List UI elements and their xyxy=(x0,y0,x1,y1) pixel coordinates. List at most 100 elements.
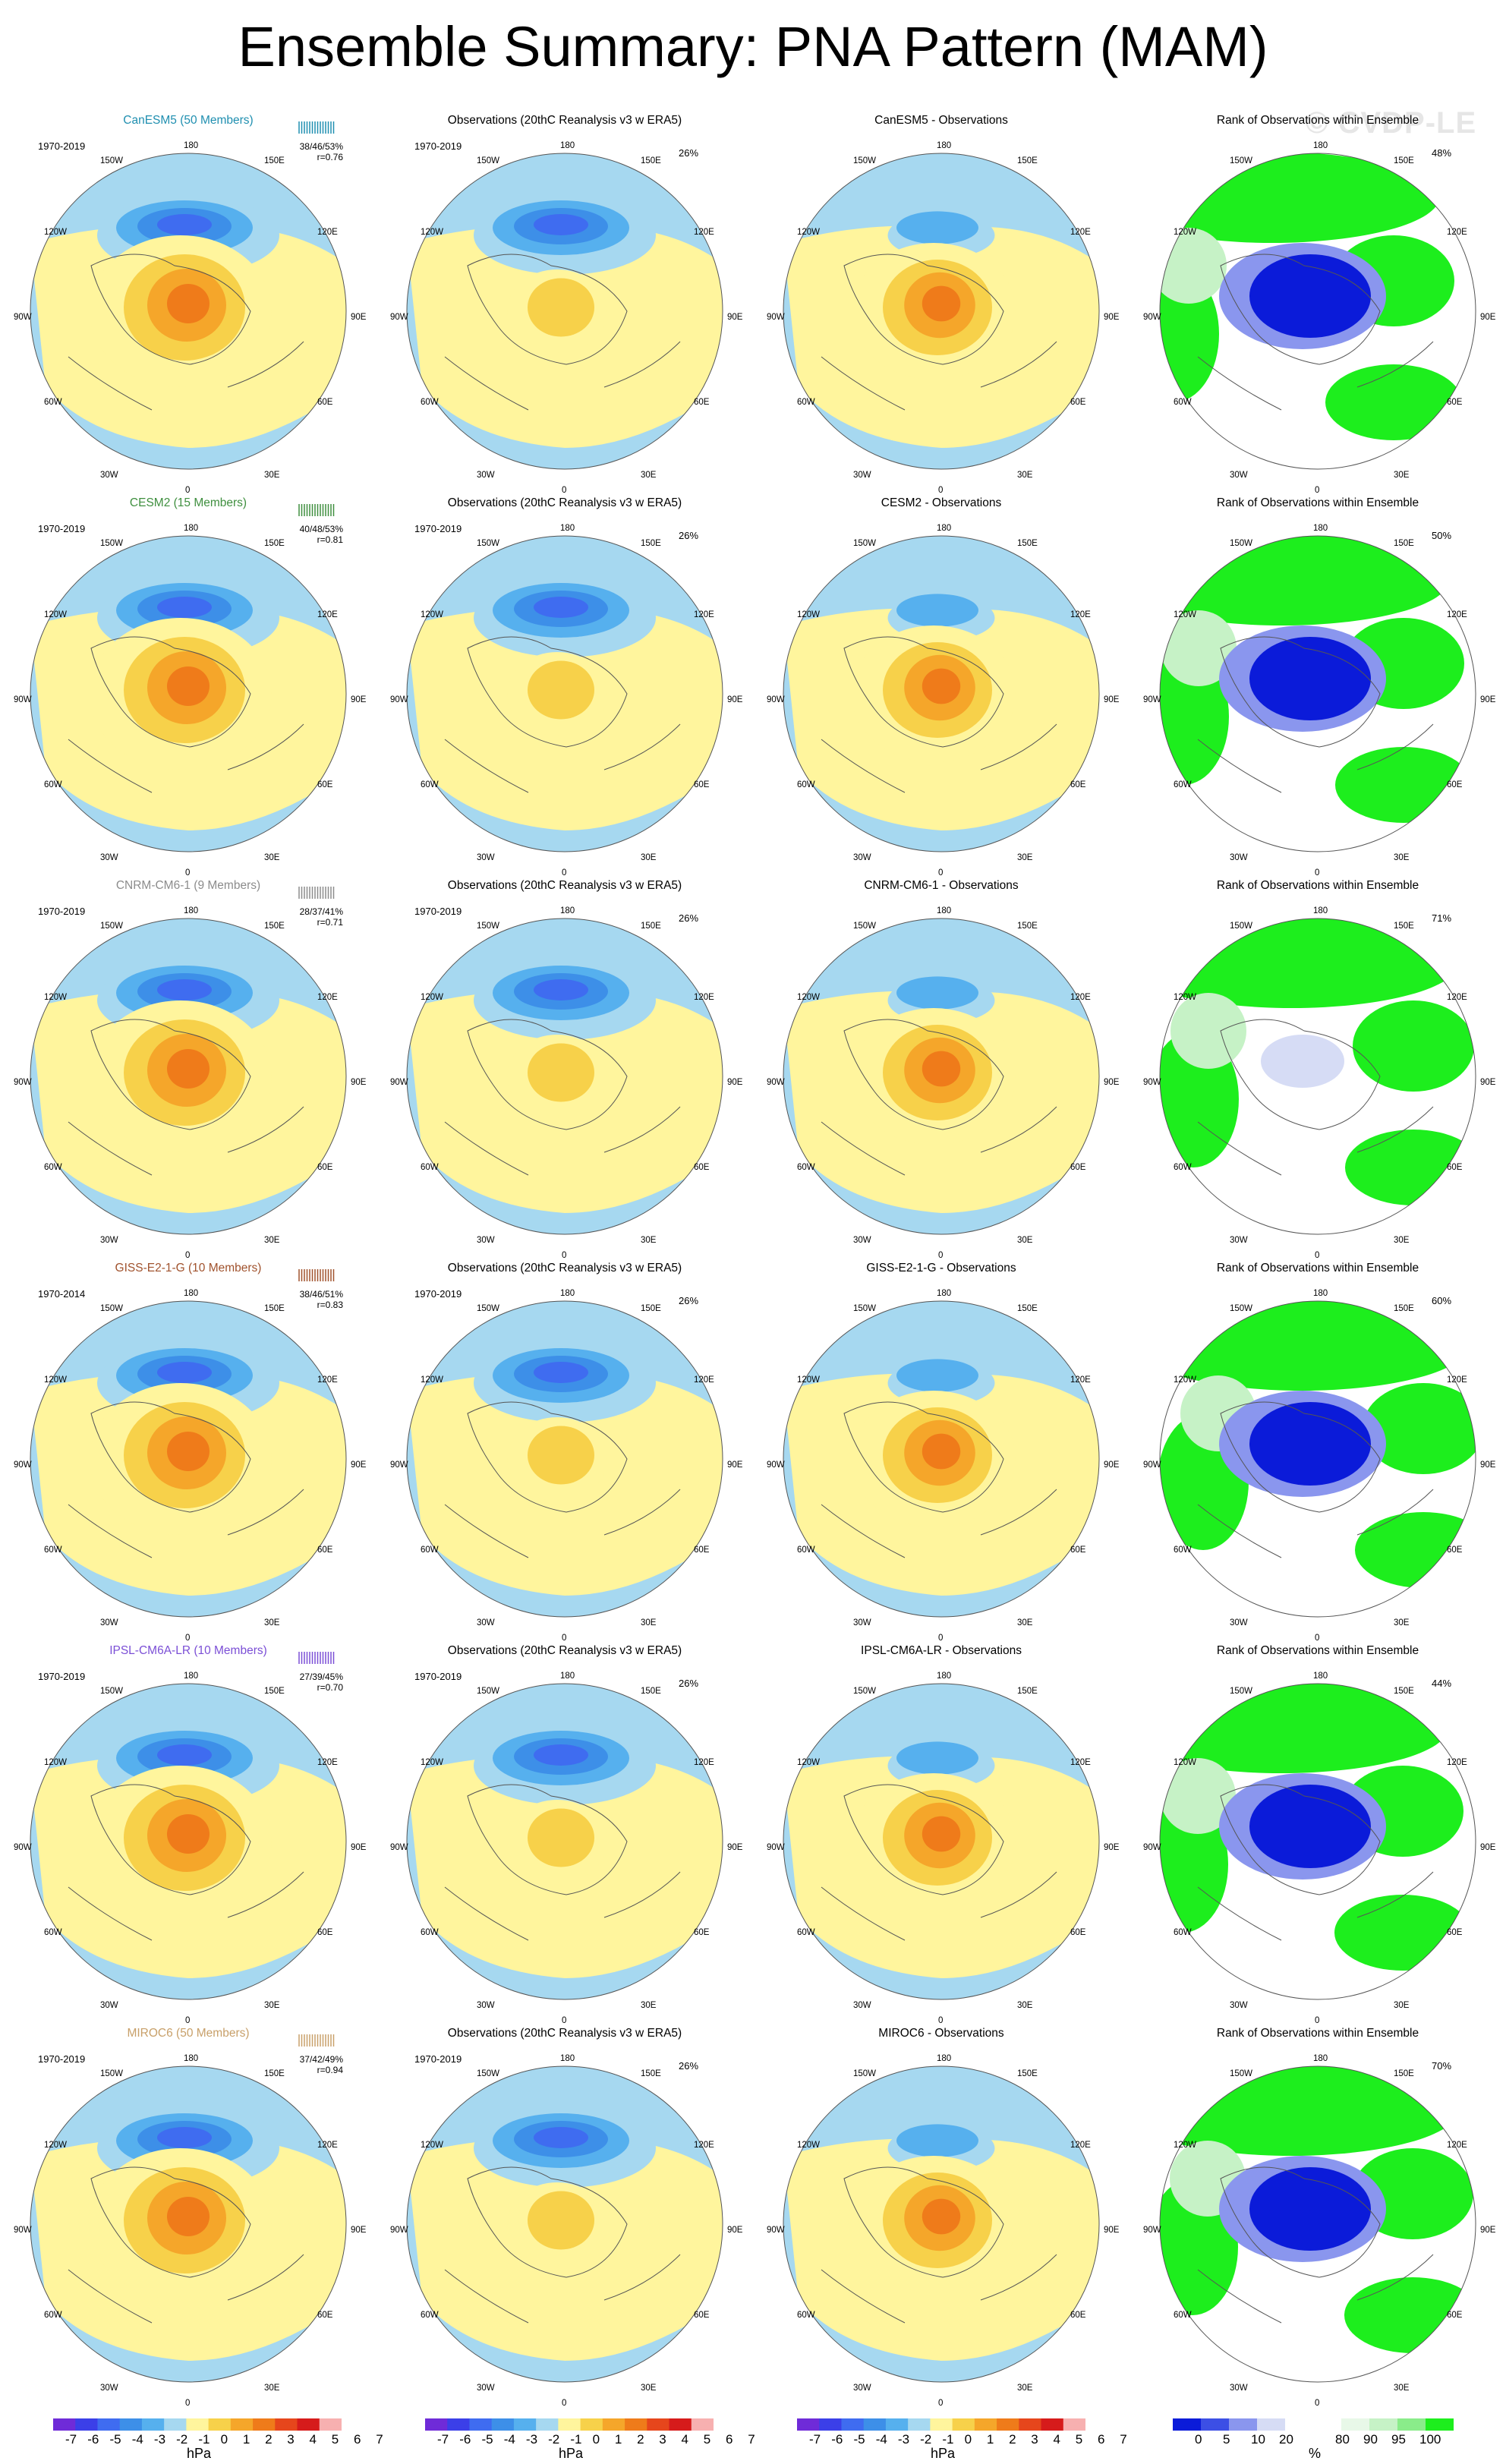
longitude-label-upper_left: 120W xyxy=(1174,228,1197,237)
longitude-label-right: 90E xyxy=(351,1078,367,1087)
longitude-label-bottom_left: 30W xyxy=(100,1618,118,1627)
longitude-label-left: 90W xyxy=(767,1843,785,1852)
longitude-label-lower_right: 60E xyxy=(317,780,333,789)
longitude-label-lower_right: 60E xyxy=(1447,780,1463,789)
polar-map xyxy=(783,2065,1100,2383)
colorbar-swatch xyxy=(625,2418,647,2431)
longitude-label-top_left: 150W xyxy=(477,156,500,165)
colorbar-swatch xyxy=(997,2418,1019,2431)
rank-region-low xyxy=(1249,1402,1371,1486)
longitude-label-left: 90W xyxy=(1143,313,1161,322)
longitude-label-right: 90E xyxy=(351,2226,367,2235)
rank-region-low xyxy=(1249,254,1371,338)
coastline xyxy=(68,636,304,793)
longitude-label-top_right: 150E xyxy=(641,1304,661,1313)
longitude-label-bottom_right: 30E xyxy=(1017,471,1033,480)
member-spread-ticks xyxy=(298,2034,335,2047)
panel-title: Rank of Observations within Ensemble xyxy=(1216,2027,1419,2040)
positive-anomaly-contour xyxy=(528,660,594,720)
longitude-label-right: 90E xyxy=(351,313,367,322)
rank-region-high xyxy=(1363,1383,1476,1474)
colorbar-swatch xyxy=(819,2418,842,2431)
map-border xyxy=(1159,2065,1476,2383)
colorbar-swatch xyxy=(230,2418,254,2431)
coastline xyxy=(821,254,1057,411)
panel-title: Rank of Observations within Ensemble xyxy=(1216,1644,1419,1657)
polar-map xyxy=(783,1300,1100,1618)
colorbar-units: hPa xyxy=(559,2446,584,2461)
colorbar-tick: 100 xyxy=(1419,2432,1441,2447)
colorbar-swatch xyxy=(208,2418,232,2431)
longitude-label-left: 90W xyxy=(14,2226,32,2235)
coastline xyxy=(68,2166,304,2324)
longitude-label-upper_right: 120E xyxy=(694,2141,714,2150)
colorbar-swatch xyxy=(97,2418,121,2431)
positive-anomaly-contour xyxy=(167,1049,210,1089)
longitude-label-lower_left: 60W xyxy=(1174,780,1192,789)
longitude-label-top_left: 150W xyxy=(853,1687,877,1696)
field-model xyxy=(30,536,346,852)
time-period: 1970-2019 xyxy=(414,1671,462,1682)
colorbar-swatch xyxy=(1285,2418,1314,2431)
colorbar-tick: 5 xyxy=(1075,2432,1083,2447)
colorbar-tick: 0 xyxy=(1195,2432,1202,2447)
longitude-label-left: 90W xyxy=(1143,1078,1161,1087)
longitude-label-lower_left: 60W xyxy=(44,2311,62,2320)
longitude-label-bottom_right: 30E xyxy=(1017,1236,1033,1245)
longitude-label-bottom_right: 30E xyxy=(1394,2384,1410,2393)
field-rank xyxy=(1160,918,1476,1234)
positive-anomaly-contour xyxy=(922,285,961,322)
longitude-label-upper_right: 120E xyxy=(317,2141,338,2150)
longitude-label-top: 180 xyxy=(560,141,575,150)
time-period: 1970-2019 xyxy=(38,1671,86,1682)
longitude-label-top_right: 150E xyxy=(1394,2069,1414,2078)
longitude-label-bottom_left: 30W xyxy=(1230,471,1248,480)
longitude-label-top_left: 150W xyxy=(477,1304,500,1313)
positive-anomaly-contour xyxy=(167,1432,210,1471)
time-period: 1970-2019 xyxy=(414,140,462,152)
ensemble-stats: 37/42/49% r=0.94 xyxy=(290,2054,343,2075)
negative-anomaly-contour xyxy=(534,597,588,618)
colorbar-swatch xyxy=(425,2418,448,2431)
colorbar-tick: -7 xyxy=(809,2432,821,2447)
longitude-label-bottom_right: 30E xyxy=(1394,2001,1410,2010)
rank-region-low xyxy=(1249,2167,1371,2251)
colorbar-tick: 6 xyxy=(354,2432,361,2447)
longitude-label-left: 90W xyxy=(767,695,785,704)
longitude-label-bottom_left: 30W xyxy=(477,1236,495,1245)
time-period: 1970-2019 xyxy=(414,906,462,917)
colorbar-tick: 95 xyxy=(1391,2432,1406,2447)
panel-title: IPSL-CM6A-LR (10 Members) xyxy=(109,1644,267,1657)
positive-anomaly-contour xyxy=(528,1043,594,1102)
longitude-label-bottom_right: 30E xyxy=(1394,471,1410,480)
colorbar-swatch xyxy=(1341,2418,1370,2431)
longitude-label-lower_right: 60E xyxy=(694,398,710,407)
positive-anomaly-contour xyxy=(922,668,961,704)
colorbar-tick: -4 xyxy=(503,2432,515,2447)
coastline xyxy=(68,1019,304,1176)
map-border xyxy=(406,1300,723,1618)
longitude-label-lower_right: 60E xyxy=(1447,1546,1463,1555)
colorbar-swatch xyxy=(908,2418,931,2431)
positive-anomaly-contour xyxy=(167,284,210,323)
longitude-label-top_right: 150E xyxy=(264,156,285,165)
longitude-label-bottom: 0 xyxy=(562,486,567,495)
time-period: 1970-2019 xyxy=(38,140,86,152)
longitude-label-top_right: 150E xyxy=(264,1304,285,1313)
ensemble-pct-range: 38/46/51% xyxy=(299,1289,343,1300)
longitude-label-bottom_left: 30W xyxy=(1230,2001,1248,2010)
rank-colorbar xyxy=(1173,2418,1454,2431)
longitude-label-top: 180 xyxy=(1313,1672,1328,1681)
time-period: 1970-2019 xyxy=(414,523,462,534)
panel-rank: Rank of Observations within Ensemble 71% 1… xyxy=(1130,879,1506,1262)
negative-anomaly-contour xyxy=(157,2127,212,2148)
colorbar-tick: 0 xyxy=(964,2432,972,2447)
positive-anomaly-contour xyxy=(922,2198,961,2235)
time-period: 1970-2019 xyxy=(38,2053,86,2065)
panel-obs: Observations (20thC Reanalysis v3 w ERA5… xyxy=(376,496,753,879)
map-border xyxy=(30,918,347,1235)
longitude-label-upper_left: 120W xyxy=(44,228,68,237)
longitude-label-bottom: 0 xyxy=(1315,1251,1320,1260)
longitude-label-lower_left: 60W xyxy=(1174,2311,1192,2320)
coastline xyxy=(444,1401,681,1558)
